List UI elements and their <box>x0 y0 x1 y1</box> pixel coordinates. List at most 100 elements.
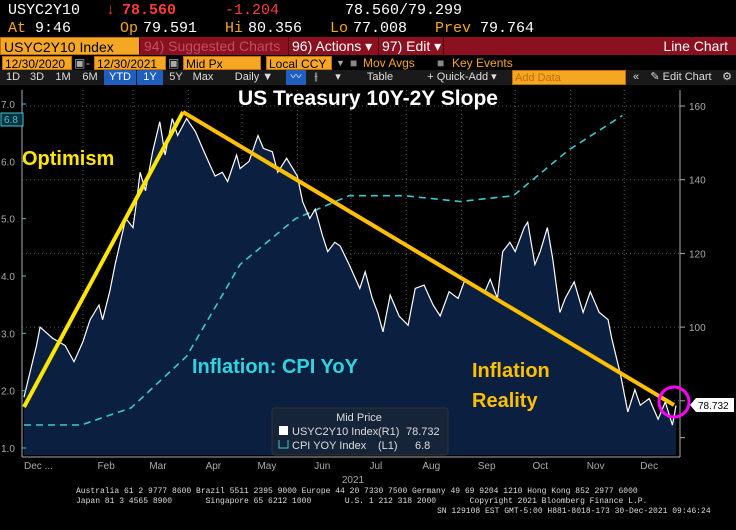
high-label: Hi <box>225 20 244 37</box>
quick-add-button[interactable]: + Quick-Add ▾ <box>427 71 497 83</box>
edit-menu[interactable]: 97) Edit ▾ <box>379 37 444 55</box>
at-label: At <box>8 20 27 37</box>
low-label: Lo <box>330 20 349 37</box>
security-field[interactable]: USYC2Y10 Index <box>0 37 140 55</box>
start-date-input[interactable]: 12/30/2020 <box>2 56 72 71</box>
legend-title: Mid Price <box>336 412 382 424</box>
chart-title: US Treasury 10Y-2Y Slope <box>238 87 498 110</box>
open-value: 79.591 <box>143 20 198 37</box>
period-1y[interactable]: 1Y <box>137 70 163 85</box>
x-tick-label: Dec ... <box>24 461 53 472</box>
footer-line-3: SN 129108 EST GMT-5:00 H881-8018-173 30-… <box>437 507 711 516</box>
x-tick-label: Feb <box>98 461 116 472</box>
period-1d[interactable]: 1D <box>5 71 21 83</box>
right-tick-label: 140 <box>689 176 706 187</box>
key-events-label[interactable]: Key Events <box>452 56 513 70</box>
footer-line-2: Japan 81 3 4565 8900 Singapore 65 6212 1… <box>76 497 648 506</box>
x-tick-label: Sep <box>478 461 496 472</box>
calendar-icon[interactable]: ▣ <box>74 56 86 70</box>
right-tick-label: 160 <box>689 102 706 113</box>
legend-name-2: CPI YOY Index <box>292 440 367 452</box>
ticker: USYC2Y10 <box>8 2 81 19</box>
right-tick-label: 120 <box>689 249 706 260</box>
right-tick-label: 100 <box>689 323 706 334</box>
x-tick-label: May <box>257 461 276 472</box>
x-tick-label: Dec <box>640 461 658 472</box>
mov-avgs-label[interactable]: Mov Avgs <box>363 56 415 70</box>
field-select[interactable]: Mid Px <box>183 56 261 71</box>
left-tick-label: 4.0 <box>1 272 15 283</box>
chevron-down-icon[interactable]: ▼ <box>336 58 345 68</box>
decline-trend-line <box>181 110 676 407</box>
date-range-row: 12/30/2020 ▣ - 12/30/2021 ▣ Mid Px Local… <box>0 56 736 71</box>
collapse-icon[interactable]: « <box>632 71 640 83</box>
legend-white-swatch <box>279 426 288 435</box>
cpi-annotation: Inflation: CPI YoY <box>192 356 359 378</box>
x-tick-label: Nov <box>587 461 605 472</box>
x-tick-label: Jun <box>314 461 330 472</box>
low-value: 77.008 <box>353 20 408 37</box>
line-chart-icon[interactable]: 〰 <box>286 70 306 85</box>
x-tick-label: Oct <box>532 461 548 472</box>
right-last-value: 78.732 <box>698 401 729 412</box>
open-label: Op <box>120 20 139 37</box>
period-6m[interactable]: 6M <box>82 71 98 83</box>
end-date-input[interactable]: 12/30/2021 <box>94 56 166 71</box>
footer: Australia 61 2 9777 8600 Brazil 5511 239… <box>0 487 736 517</box>
left-last-value: 6.8 <box>4 115 18 126</box>
legend-name-1: USYC2Y10 Index <box>292 426 379 438</box>
high-value: 80.356 <box>248 20 303 37</box>
actions-menu[interactable]: 96) Actions ▾ <box>289 37 379 55</box>
currency-select[interactable]: Local CCY <box>266 56 332 71</box>
cpi-series-line <box>24 114 623 426</box>
right-last-tag: 78.732 <box>690 398 734 412</box>
date-separator: - <box>86 56 90 70</box>
left-tick-label: 5.0 <box>1 215 15 226</box>
highlight-circle <box>657 385 691 419</box>
period-3d[interactable]: 3D <box>29 71 45 83</box>
net-change: -1.204 <box>225 2 280 19</box>
down-arrow-icon: ↓ <box>106 2 116 19</box>
x-tick-label: Aug <box>422 461 440 472</box>
reality-annotation-1: Inflation <box>472 360 550 382</box>
chevron-down-icon[interactable]: ▾ <box>335 71 341 83</box>
mov-avgs-checkbox[interactable]: ■ <box>350 56 358 70</box>
period-max[interactable]: Max <box>192 71 214 83</box>
suggested-charts-button[interactable]: 94) Suggested Charts <box>141 37 289 55</box>
x-tick-label: Apr <box>206 461 222 472</box>
key-events-checkbox[interactable]: ■ <box>437 56 445 70</box>
legend-axis-1: (R1) <box>378 426 399 438</box>
year-label: 2021 <box>342 475 365 485</box>
left-tick-label: 3.0 <box>1 329 15 340</box>
left-tick-label: 2.0 <box>1 387 15 398</box>
bid-ask: 78.560/79.299 <box>345 2 463 19</box>
reality-annotation-2: Reality <box>472 390 538 412</box>
optimism-annotation: Optimism <box>22 148 114 170</box>
chart-type-label: Line Chart <box>663 38 728 54</box>
time: 9:46 <box>35 20 72 37</box>
bar-chart-icon[interactable]: ⫲ <box>314 71 318 83</box>
legend-cyan-swatch <box>278 440 289 449</box>
prev-value: 79.764 <box>480 20 535 37</box>
function-bar: USYC2Y10 Index 94) Suggested Charts 96) … <box>0 37 736 55</box>
period-5y[interactable]: 5Y <box>169 71 183 83</box>
last-price: 78.560 <box>122 2 177 19</box>
period-1m[interactable]: 1M <box>55 71 71 83</box>
legend-value-1: 78.732 <box>406 426 440 438</box>
x-tick-label: Jul <box>370 461 383 472</box>
period-row: 1D 3D 1M 6M YTD 1Y 5Y Max Daily ▼ 〰 ⫲ ▾ Table +… <box>0 70 736 85</box>
footer-line-1: Australia 61 2 9777 8600 Brazil 5511 239… <box>76 487 638 496</box>
add-data-input[interactable]: Add Data <box>512 70 626 85</box>
left-tick-label: 6.0 <box>1 157 15 168</box>
calendar-icon[interactable]: ▣ <box>168 56 180 70</box>
gear-icon[interactable]: ⚙ <box>722 71 732 83</box>
slope-area-fill <box>24 118 676 455</box>
period-ytd[interactable]: YTD <box>104 70 136 85</box>
left-tick-label: 1.0 <box>1 444 15 455</box>
edit-chart-button[interactable]: ✎ Edit Chart <box>650 71 712 83</box>
table-button[interactable]: Table <box>366 71 394 83</box>
x-tick-label: Mar <box>149 461 167 472</box>
frequency-select[interactable]: Daily ▼ <box>234 71 274 83</box>
slope-series-line <box>23 117 677 426</box>
legend: Mid Price USYC2Y10 Index (R1) 78.732 CPI… <box>271 407 449 456</box>
